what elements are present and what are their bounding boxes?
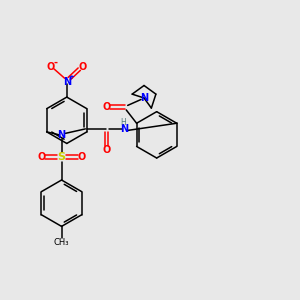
- Text: O: O: [78, 152, 86, 162]
- Text: S: S: [58, 152, 66, 162]
- Text: -: -: [53, 57, 58, 67]
- Text: O: O: [37, 152, 46, 162]
- Text: O: O: [102, 145, 110, 155]
- Text: N: N: [58, 130, 66, 140]
- Text: +: +: [68, 74, 74, 80]
- Text: O: O: [78, 62, 87, 72]
- Text: N: N: [140, 93, 148, 103]
- Text: O: O: [47, 62, 55, 72]
- Text: CH₃: CH₃: [54, 238, 69, 247]
- Text: H: H: [121, 118, 126, 127]
- Text: O: O: [103, 102, 111, 112]
- Text: N: N: [63, 76, 71, 87]
- Text: N: N: [120, 124, 128, 134]
